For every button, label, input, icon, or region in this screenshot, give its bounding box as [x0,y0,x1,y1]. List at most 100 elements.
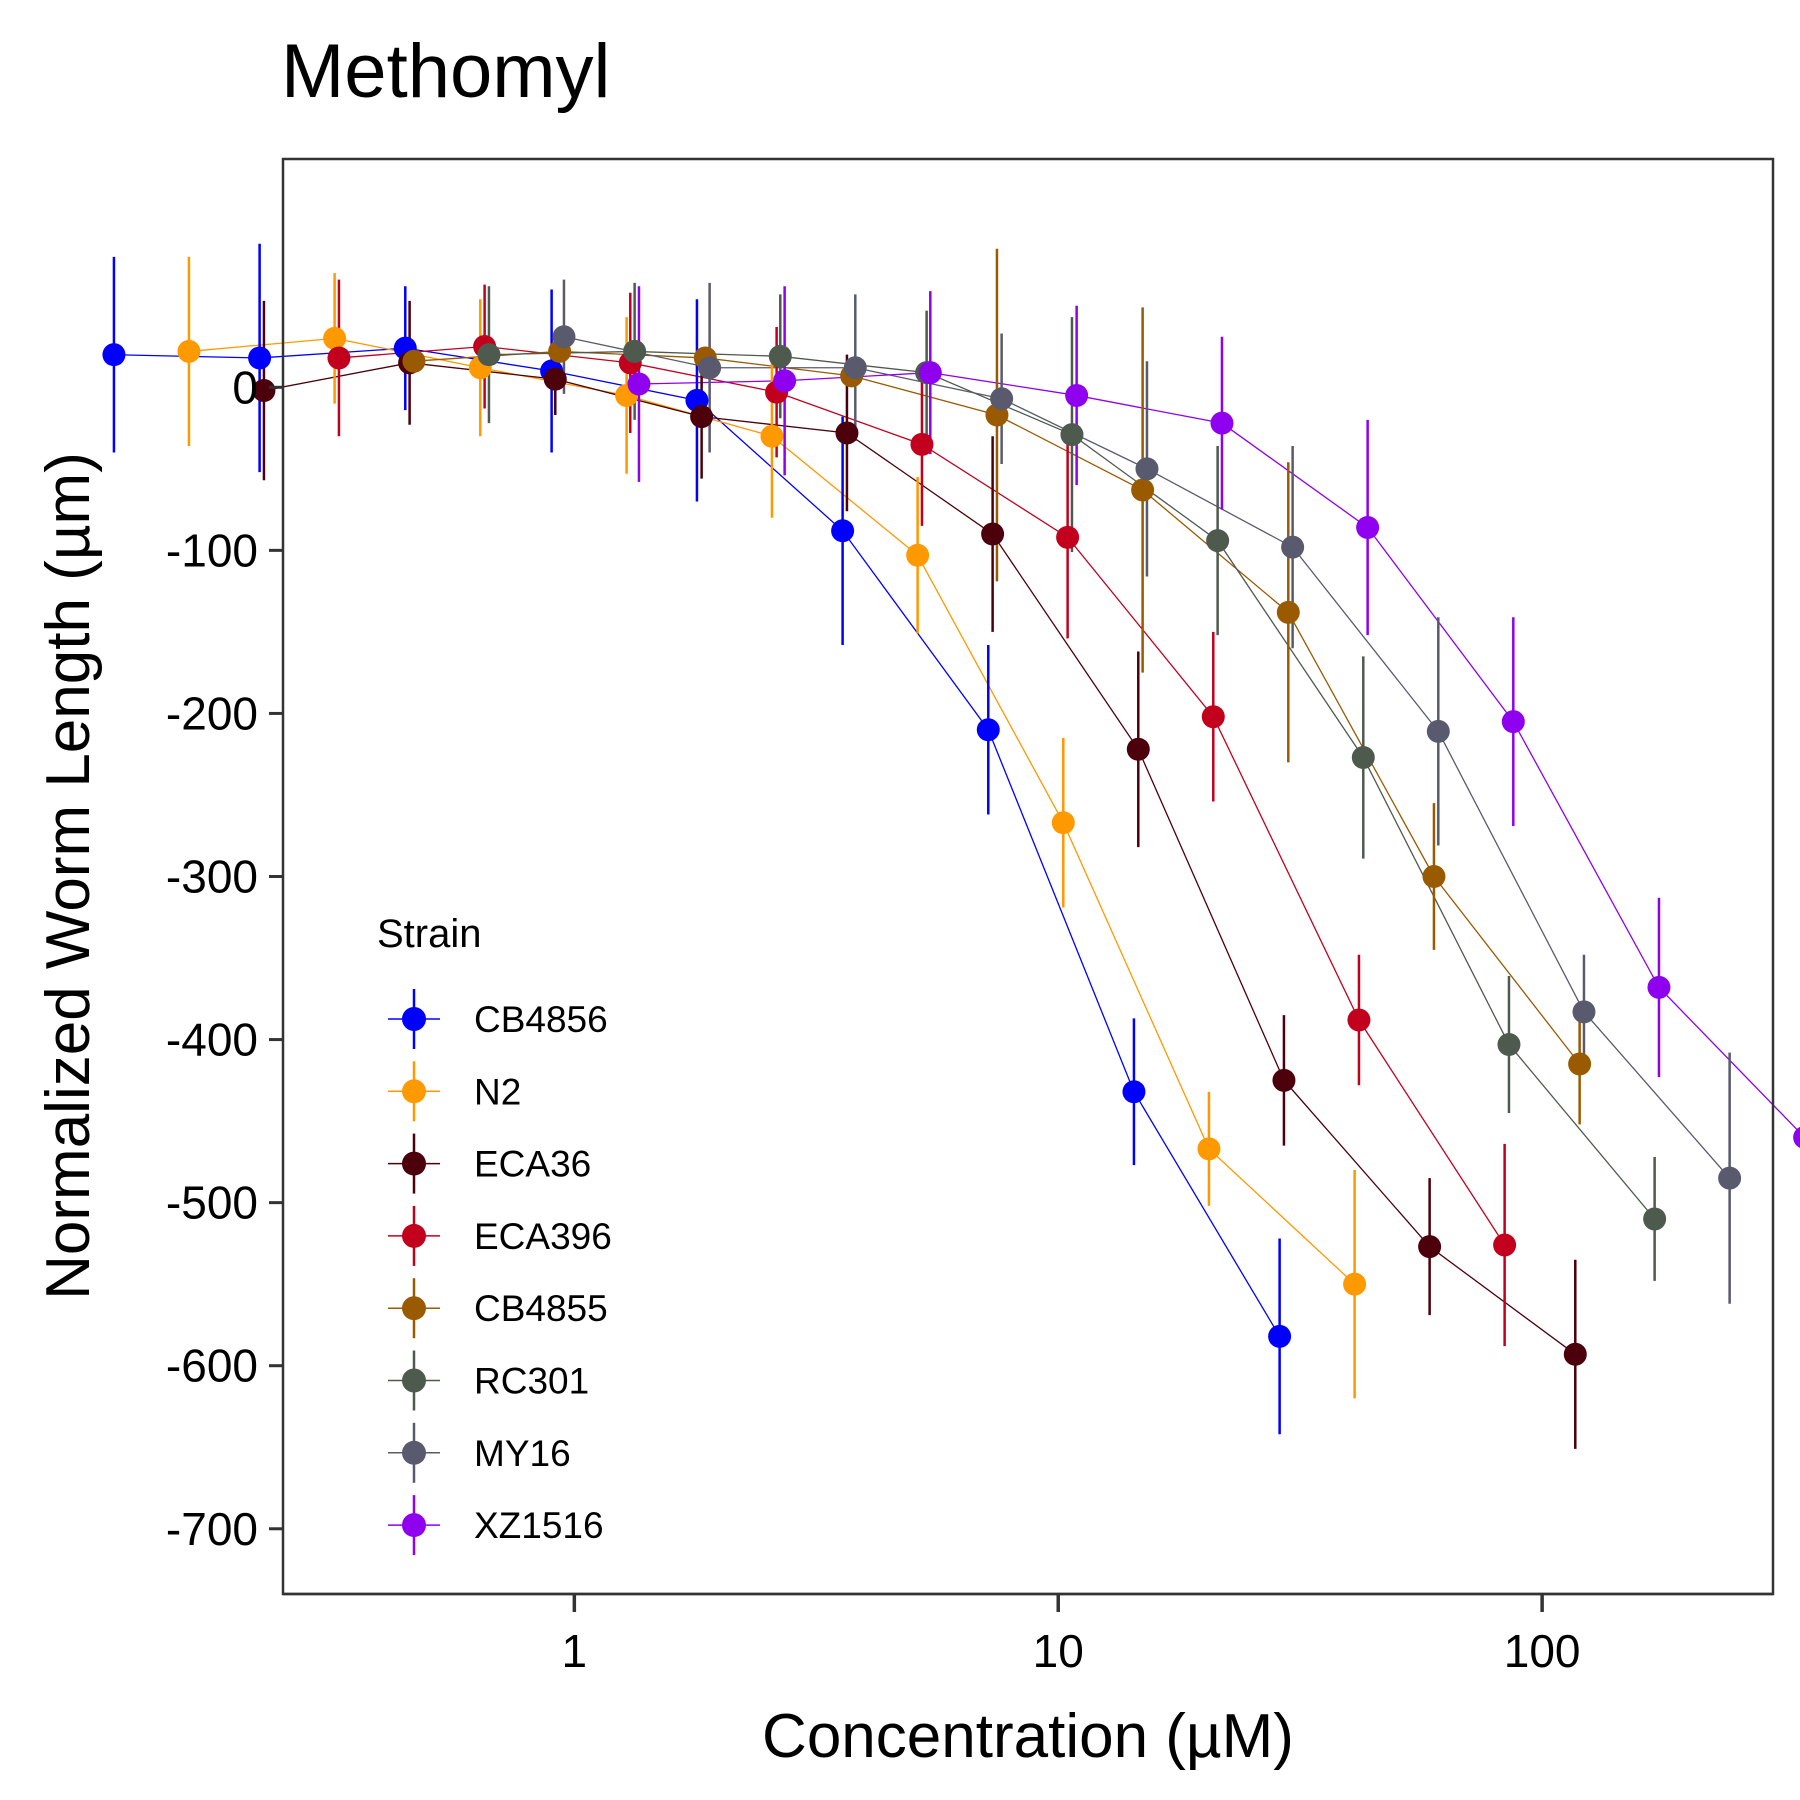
data-points [102,325,1800,1366]
legend-key-point [402,1440,426,1465]
data-point [1281,535,1305,559]
data-point [1060,423,1084,447]
data-point [773,369,797,393]
data-point [1351,745,1375,769]
y-tick-label: -700 [166,1503,258,1555]
data-point [1056,525,1080,549]
data-point [1343,1272,1367,1296]
y-tick-label: -400 [166,1014,258,1066]
legend-label: N2 [474,1071,521,1112]
data-point [768,344,792,368]
data-point [1501,710,1525,734]
legend-key-point [402,1296,426,1321]
chart-title: Methomyl [281,29,610,114]
y-tick-label: -200 [166,687,258,739]
legend-label: RC301 [474,1361,589,1402]
legend-key-point [402,1513,426,1538]
series-lines [113,336,1800,1355]
data-point [835,421,859,445]
legend-key-point [402,1368,426,1393]
data-point [1210,411,1234,435]
data-point [1126,737,1150,761]
x-tick-label: 100 [1504,1625,1581,1677]
data-point [910,432,934,456]
data-point [760,424,784,448]
data-point [1793,1126,1800,1148]
legend-item: N2 [388,1061,521,1122]
legend-label: ECA396 [474,1216,612,1257]
y-tick-label: -300 [166,851,258,903]
legend-key-point [402,1007,426,1031]
legend-label: CB4856 [474,999,608,1040]
data-point [1497,1032,1521,1056]
data-point [690,405,714,429]
data-point [976,718,1000,742]
data-point [906,543,930,567]
data-point [102,343,126,367]
data-point [1051,811,1075,835]
data-point [543,367,567,391]
data-point [327,346,351,370]
legend-label: XZ1516 [474,1505,604,1546]
data-point [1422,865,1446,888]
y-axis-title: Normalized Worm Length (µm) [34,452,103,1300]
legend-item: CB4855 [388,1278,608,1339]
data-point [843,356,867,380]
data-point [1122,1080,1146,1104]
error-bars [112,243,1731,1449]
data-point [981,522,1005,546]
x-tick-label: 1 [562,1625,588,1677]
x-tick-label: 10 [1033,1625,1084,1677]
series-line [263,362,1576,1355]
legend-item: RC301 [388,1350,589,1411]
y-tick-label: -100 [166,524,258,576]
data-point [552,325,576,349]
y-tick-label: -500 [166,1177,258,1229]
x-axis-title: Concentration (µM) [762,1702,1294,1771]
data-point [1563,1342,1587,1366]
data-point [627,372,651,396]
data-point [248,346,272,370]
data-point [831,519,855,543]
legend-label: CB4855 [474,1288,608,1329]
y-tick-label: -600 [166,1340,258,1392]
data-point [1718,1166,1742,1190]
data-point [1276,600,1300,624]
y-axis: 0 -100 -200 -300 -400 -500 -600 -700 [166,361,283,1555]
data-point [1643,1207,1667,1231]
data-point [990,387,1014,411]
data-point [1647,975,1671,999]
data-point [1493,1233,1517,1257]
data-point [1418,1235,1442,1259]
data-point [1135,457,1159,481]
legend-label: MY16 [474,1433,571,1474]
x-axis: 1 10 100 [283,1592,1773,1677]
data-point [323,326,347,350]
data-point [1572,1000,1596,1024]
legend-key-point [402,1223,426,1248]
data-point [1206,529,1230,553]
data-point [1065,383,1089,407]
plot-content [102,243,1800,1449]
series-line [638,371,1800,1134]
legend-title: Strain [377,912,482,956]
data-point [1272,1068,1296,1092]
legend-item: XZ1516 [388,1495,604,1556]
legend-label: ECA36 [474,1144,591,1185]
legend-item: ECA396 [388,1205,612,1266]
legend: Strain CB4856 N2 ECA36 ECA396 CB4855 RC301 MY1… [377,912,612,1556]
data-point [1201,705,1225,729]
data-point [918,361,942,385]
data-point [1131,478,1155,502]
data-point [1356,516,1380,540]
data-point [1197,1137,1221,1161]
data-point [402,349,426,373]
legend-item: MY16 [388,1422,571,1483]
data-point [177,339,201,363]
data-point [1347,1008,1371,1032]
legend-item: ECA36 [388,1133,591,1194]
data-point [623,339,647,363]
data-point [1426,719,1450,743]
legend-key-point [402,1079,426,1104]
